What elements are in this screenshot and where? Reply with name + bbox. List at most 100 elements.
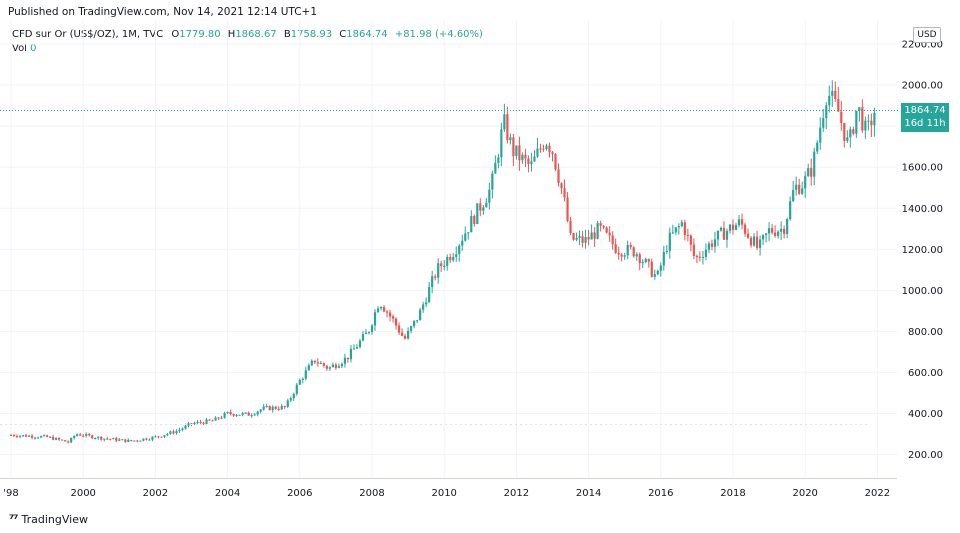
candle-up (367, 331, 371, 335)
candle-body (506, 114, 509, 141)
candle-body (280, 406, 283, 410)
candle-up (21, 435, 25, 437)
candle-body (479, 203, 482, 211)
candle-down (277, 406, 280, 412)
candle-down (566, 192, 569, 223)
candle-body (148, 439, 151, 441)
candle-body (343, 357, 347, 364)
candle-body (163, 435, 166, 437)
candle-up (250, 413, 253, 418)
candle-body (605, 227, 608, 233)
candle-body (259, 409, 262, 412)
candle-up (280, 404, 283, 411)
candle-body (70, 438, 73, 443)
candle-up (407, 327, 410, 340)
candle-down (731, 219, 735, 235)
high-value: 1868.67 (235, 29, 277, 40)
open-label: O (171, 29, 180, 40)
candle-body (181, 428, 184, 430)
candle-body (55, 437, 58, 440)
symbol-label[interactable]: CFD sur Or (US$/OZ), 1M, TVC (12, 29, 164, 40)
candle-down (449, 253, 452, 264)
candle-up (623, 252, 626, 260)
candle-up (452, 252, 455, 263)
candle-body (608, 232, 611, 236)
y-tick-label: 2000.00 (902, 81, 943, 92)
candle-down (202, 421, 205, 425)
candle-body (36, 437, 40, 439)
candle-up (379, 306, 383, 311)
candle-up (94, 437, 97, 440)
candle-body (394, 318, 398, 326)
candle-body (175, 431, 178, 434)
candle-down (524, 148, 527, 168)
candle-up (737, 215, 741, 228)
x-tick-label: 2004 (215, 488, 240, 499)
candle-body (858, 107, 861, 111)
candle-up (707, 241, 711, 254)
candle-down (608, 226, 611, 242)
candle-body (840, 111, 843, 123)
chart-legend: CFD sur Or (US$/OZ), 1M, TVC O1779.80 H1… (12, 29, 483, 40)
candle-up (491, 170, 494, 199)
candle-up (545, 143, 548, 151)
candle-body (771, 228, 774, 233)
candle-down (740, 213, 744, 230)
bar-countdown: 16d 11h (904, 118, 946, 129)
candle-body (491, 173, 494, 190)
candle-body (437, 263, 440, 278)
candle-down (24, 433, 28, 438)
candle-body (12, 435, 16, 437)
candle-up (789, 196, 792, 221)
candle-body (64, 440, 67, 442)
candle-body (268, 406, 271, 411)
candle-down (124, 439, 127, 443)
candle-body (265, 406, 268, 408)
candle-body (527, 158, 530, 164)
candle-up (196, 420, 199, 425)
candle-body (533, 156, 536, 162)
candle-body (611, 235, 614, 245)
candle-body (635, 254, 638, 257)
candle-up (376, 306, 380, 313)
change-value: +81.98 (+4.60%) (394, 29, 483, 40)
candle-body (485, 202, 488, 208)
candle-body (100, 436, 103, 440)
candle-down (870, 113, 873, 137)
candle-up (410, 325, 413, 334)
candle-up (816, 140, 819, 155)
x-tick-label: 2000 (70, 488, 95, 499)
candle-body (124, 439, 127, 442)
candle-down (88, 432, 91, 437)
candle-down (385, 309, 389, 318)
candle-body (752, 236, 756, 246)
candle-up (725, 228, 729, 248)
candle-up (828, 85, 831, 113)
candle-up (238, 414, 241, 416)
footer-brand[interactable]: ⁷⁷ TradingView (9, 512, 88, 526)
candle-up (244, 412, 247, 415)
candle-body (774, 232, 777, 236)
candle-body (846, 137, 849, 141)
candle-up (786, 217, 789, 239)
candle-body (692, 244, 695, 256)
candle-down (743, 222, 747, 237)
candle-body (190, 423, 193, 425)
candle-up (704, 243, 708, 261)
candle-body (27, 435, 31, 437)
candle-down (527, 155, 530, 173)
currency-button[interactable]: USD (913, 27, 941, 43)
candle-body (42, 435, 46, 437)
candle-down (605, 226, 608, 234)
candle-up (653, 269, 656, 280)
candle-down (581, 230, 584, 248)
candle-body (139, 440, 142, 442)
candle-down (145, 437, 148, 441)
candle-body (737, 219, 741, 226)
candle-down (563, 179, 566, 202)
candle-body (680, 222, 683, 227)
x-tick-label: 2012 (504, 488, 529, 499)
candle-body (647, 259, 650, 262)
candle-down (346, 357, 350, 363)
